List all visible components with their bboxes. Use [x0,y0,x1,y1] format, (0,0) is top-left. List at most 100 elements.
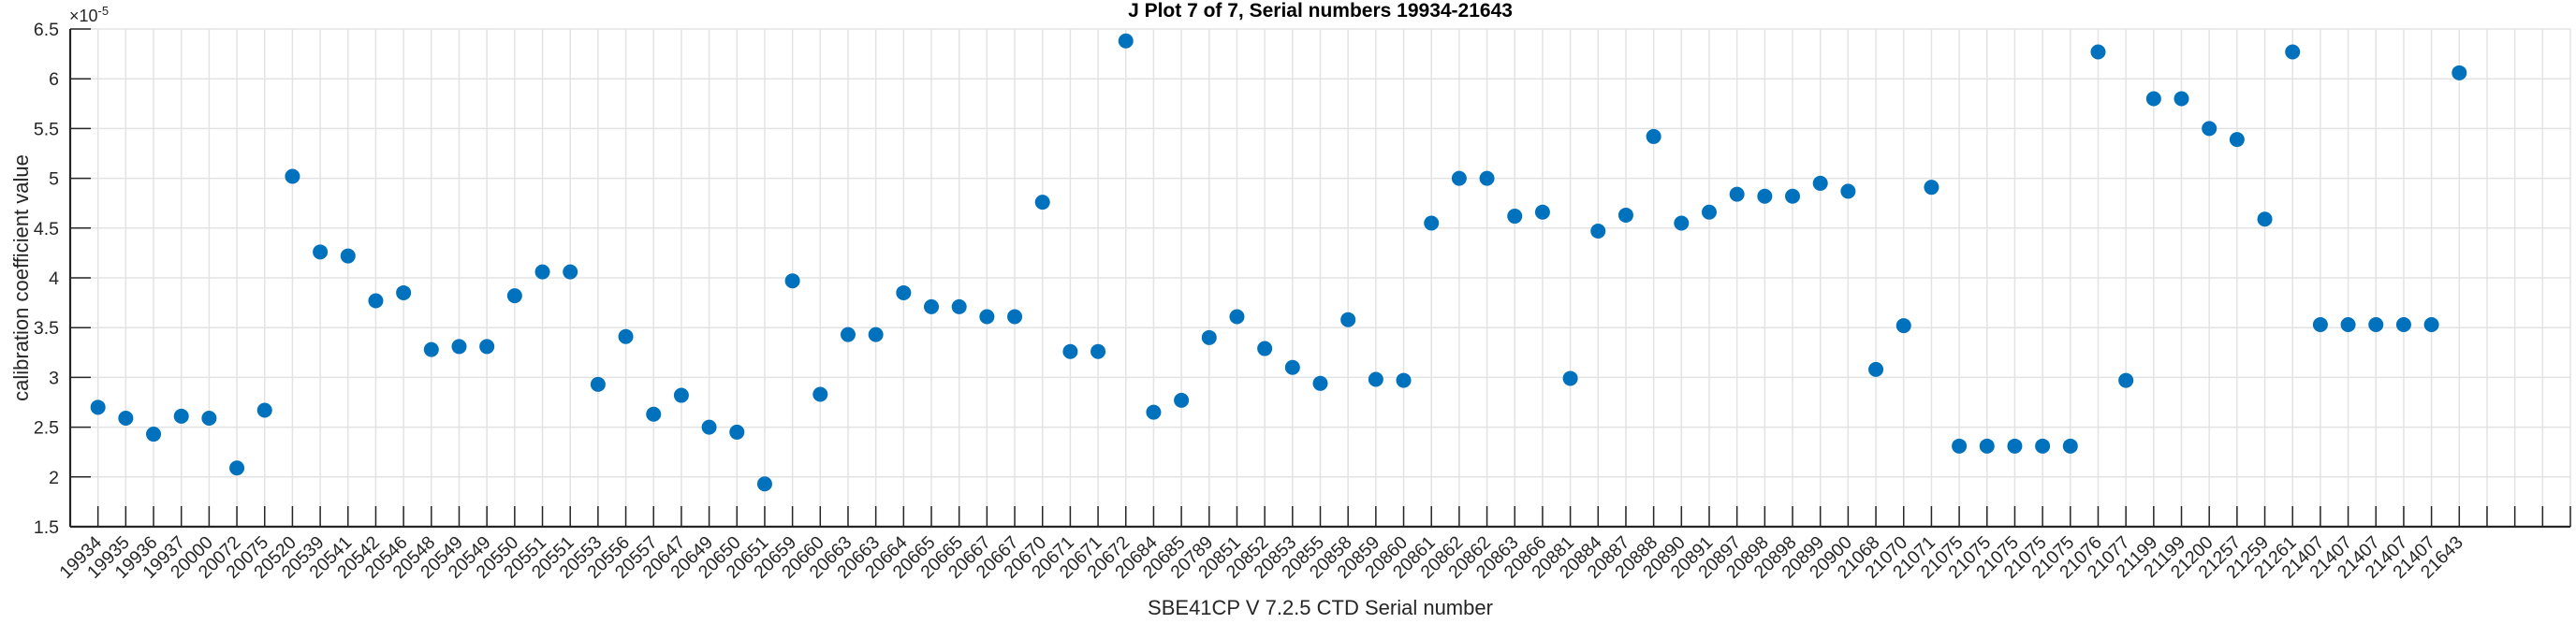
data-point [840,327,856,342]
data-point [479,339,495,355]
y-tick-label: 4 [49,268,59,289]
data-point [1090,343,1106,359]
data-point [2423,317,2439,333]
data-point [1007,309,1023,325]
data-point [646,406,662,422]
y-tick-label: 6.5 [34,20,59,40]
data-point [979,309,995,325]
data-point [1424,215,1440,231]
data-point [1757,188,1773,204]
exponent-base: ×10 [69,7,98,25]
y-tick-label: 4.5 [34,219,59,239]
data-point [701,419,717,435]
exponent-power: -5 [97,4,110,18]
data-point [1284,359,1300,375]
data-point [1590,223,1606,239]
data-point [396,284,412,300]
data-point [729,424,745,440]
data-point [951,298,967,314]
data-point [1562,370,1578,386]
data-point [756,476,772,492]
data-point [590,376,606,392]
data-point [1534,204,1550,220]
data-point [896,284,912,300]
data-point [1312,375,1328,391]
data-point [2062,438,2078,454]
data-point [2090,44,2106,60]
data-point [534,264,550,280]
y-tick-label: 5.5 [34,119,59,139]
data-point [1229,309,1245,325]
data-point [506,288,522,304]
data-point [1340,312,1356,327]
data-point [1201,329,1217,345]
data-point [340,248,356,264]
data-point [1174,392,1190,408]
data-point [1479,170,1495,186]
data-point [1257,341,1273,356]
data-point [2035,438,2051,454]
y-tick-label: 3 [49,368,59,388]
x-axis-label: SBE41CP V 7.2.5 CTD Serial number [1148,596,1493,619]
data-point [2118,372,2134,388]
y-tick-label: 1.5 [34,517,59,538]
data-point [563,264,578,280]
data-point [1118,33,1134,49]
data-point [2145,91,2161,107]
data-point [1617,207,1633,223]
data-point [1451,170,1467,186]
data-point [90,399,106,415]
data-point [2285,44,2301,60]
data-point [673,387,689,403]
data-point [1785,188,1801,204]
data-point [868,327,884,342]
y-tick-label: 2.5 [34,418,59,439]
data-point [1646,128,1661,144]
data-point [2340,317,2356,333]
data-point [1701,204,1717,220]
data-point [618,328,634,344]
y-tick-label: 6 [49,69,59,90]
data-point [2174,91,2189,107]
data-point [2202,121,2217,137]
data-point [784,273,800,289]
data-point [1812,175,1828,191]
data-point [812,386,828,402]
data-point [256,402,272,418]
y-tick-label: 2 [49,468,59,488]
data-point [451,339,467,355]
data-point [2368,317,2384,333]
data-point [1674,215,1690,231]
data-point [1368,371,1383,387]
data-point [2452,65,2467,80]
data-point [2257,211,2273,227]
data-point [2007,438,2023,454]
data-point [229,460,245,476]
y-tick-label: 3.5 [34,318,59,339]
data-point [2395,317,2411,333]
data-point [368,293,384,309]
data-point [423,341,439,357]
data-point [118,411,134,427]
data-point [1979,438,1995,454]
data-point [1396,372,1412,388]
data-point [201,411,217,427]
data-point [313,244,329,260]
data-point [1952,438,1968,454]
data-point [173,408,189,424]
data-point [1868,361,1884,377]
data-point [1924,180,1939,196]
data-point [1840,183,1856,199]
data-point [1507,209,1523,225]
data-point [1062,343,1078,359]
plot-title: J Plot 7 of 7, Serial numbers 19934-2164… [1128,0,1513,22]
data-point [2229,132,2245,148]
y-axis-exponent: ×10-5 [69,4,109,26]
y-tick-label: 5 [49,169,59,190]
data-point [1895,318,1911,334]
data-point [1146,404,1162,420]
data-point [2312,317,2328,333]
data-point [1729,186,1745,202]
